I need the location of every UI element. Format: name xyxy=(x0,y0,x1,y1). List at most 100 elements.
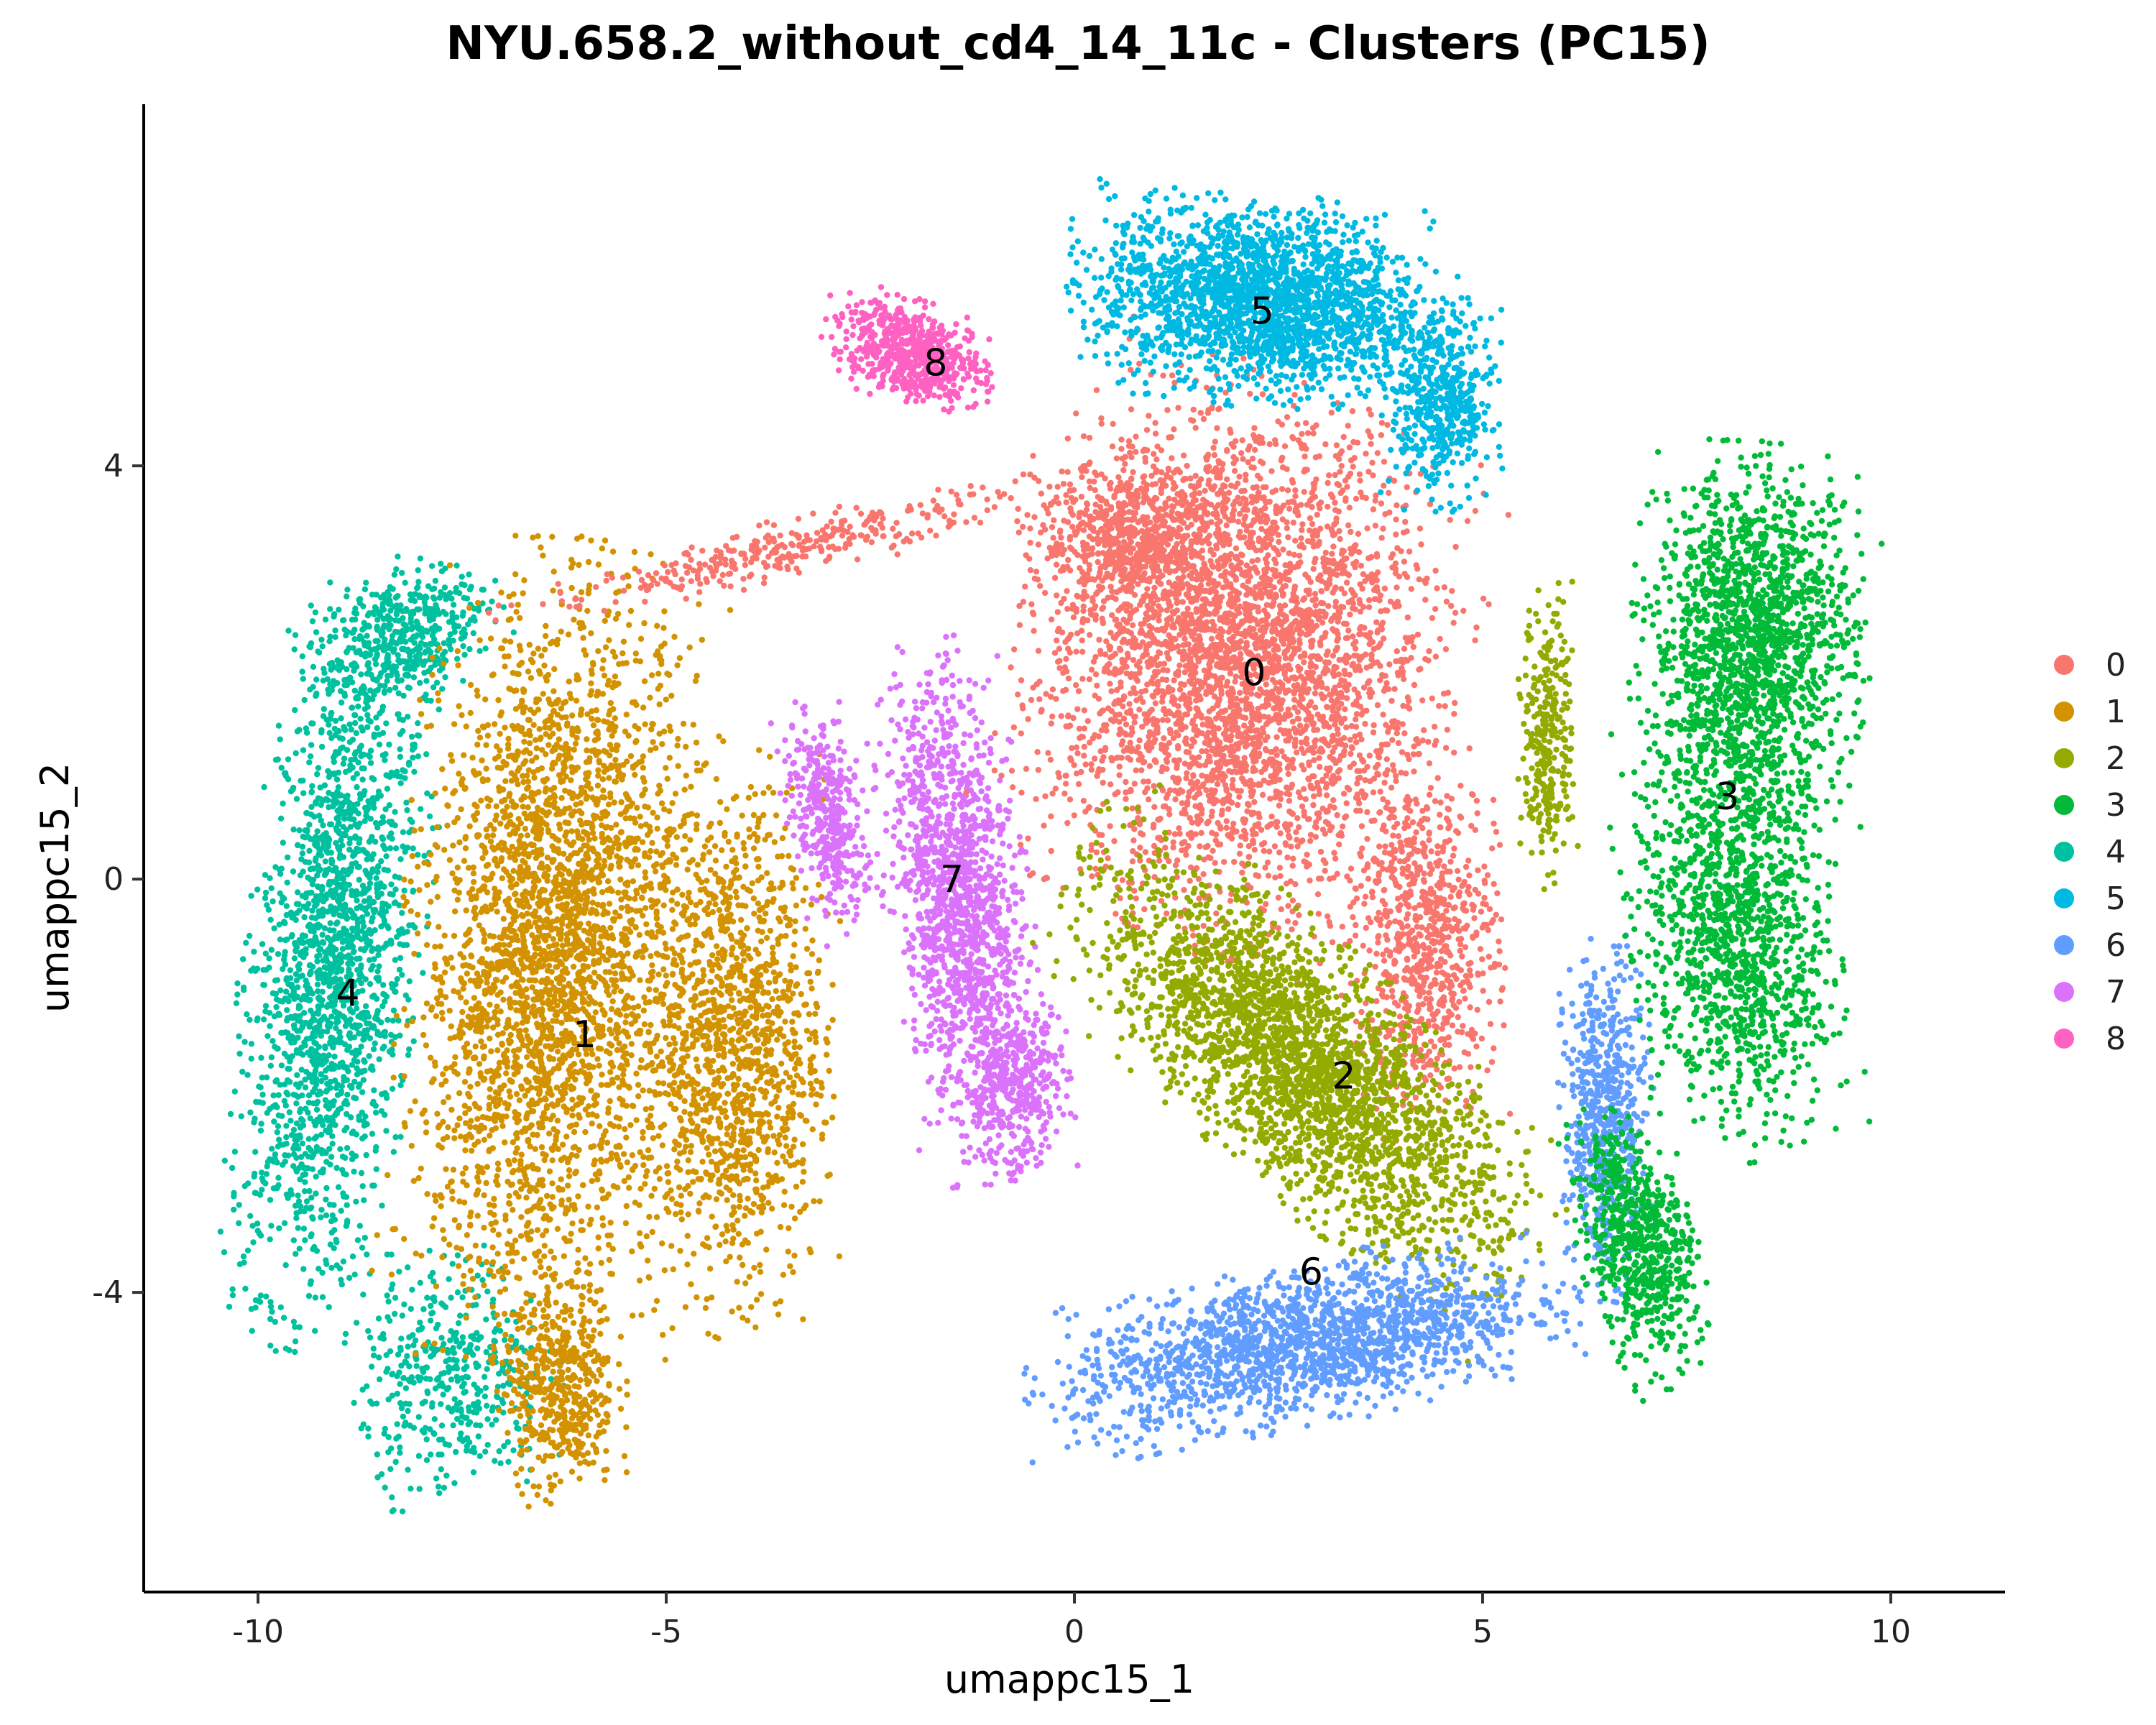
point xyxy=(407,816,413,823)
point xyxy=(364,697,371,704)
point xyxy=(307,987,313,994)
point xyxy=(339,832,346,840)
point xyxy=(510,1167,517,1174)
point xyxy=(401,1301,407,1308)
point xyxy=(399,569,405,576)
point xyxy=(403,799,410,806)
point xyxy=(538,653,545,659)
point xyxy=(292,707,298,714)
point xyxy=(322,858,328,865)
point xyxy=(407,1486,414,1492)
point xyxy=(419,1400,425,1407)
point xyxy=(720,738,727,745)
point xyxy=(694,760,701,767)
point xyxy=(446,1241,453,1248)
point xyxy=(459,612,466,619)
point xyxy=(229,1286,236,1292)
point xyxy=(461,626,467,632)
point xyxy=(374,863,382,870)
point xyxy=(336,1064,342,1070)
point xyxy=(338,1105,344,1112)
point xyxy=(414,732,421,739)
point xyxy=(272,1151,279,1158)
point xyxy=(484,1366,490,1373)
point xyxy=(627,607,635,615)
point xyxy=(494,1394,501,1401)
point xyxy=(282,1158,288,1165)
point xyxy=(607,1069,614,1075)
point xyxy=(268,1223,275,1229)
point xyxy=(575,1193,581,1200)
point xyxy=(308,720,315,727)
point xyxy=(675,735,681,742)
point xyxy=(589,1121,595,1127)
point xyxy=(533,1252,540,1259)
point xyxy=(491,721,498,727)
point xyxy=(267,1236,273,1243)
point xyxy=(293,1215,300,1222)
point xyxy=(687,837,694,843)
point xyxy=(317,784,323,791)
point xyxy=(513,1338,520,1345)
point xyxy=(465,865,472,871)
point xyxy=(321,980,328,986)
point xyxy=(461,752,467,758)
point xyxy=(432,790,438,797)
point xyxy=(469,1276,476,1282)
point xyxy=(494,908,500,915)
point xyxy=(487,1001,493,1008)
point xyxy=(390,985,396,991)
point xyxy=(358,724,364,731)
point xyxy=(415,753,422,760)
point xyxy=(296,1246,303,1252)
point xyxy=(448,1376,455,1383)
point xyxy=(277,936,284,943)
point xyxy=(671,633,678,640)
point xyxy=(491,1338,497,1344)
point xyxy=(391,900,397,906)
point xyxy=(405,1466,411,1473)
point xyxy=(349,736,356,743)
point xyxy=(545,905,551,912)
point xyxy=(590,661,596,668)
point xyxy=(584,736,590,742)
point xyxy=(543,1192,550,1200)
point xyxy=(441,932,448,939)
point xyxy=(716,733,722,740)
point xyxy=(358,1169,365,1177)
point xyxy=(372,927,378,934)
point xyxy=(319,643,326,650)
point xyxy=(641,778,648,785)
point xyxy=(546,1056,553,1062)
point xyxy=(507,1031,514,1039)
point xyxy=(471,1445,477,1451)
point xyxy=(421,669,428,676)
point xyxy=(484,1288,491,1295)
point xyxy=(512,891,519,897)
point xyxy=(497,820,504,827)
point xyxy=(347,1016,354,1023)
point xyxy=(489,1303,496,1310)
point xyxy=(446,1008,453,1014)
point xyxy=(407,908,414,914)
point xyxy=(607,1270,614,1277)
point xyxy=(267,1315,274,1322)
point xyxy=(314,981,321,988)
point xyxy=(341,914,348,920)
point xyxy=(515,1046,522,1053)
point xyxy=(344,1091,351,1098)
point xyxy=(544,873,550,879)
point xyxy=(531,774,538,781)
point xyxy=(513,1090,520,1098)
point xyxy=(376,963,382,970)
point xyxy=(474,1116,481,1123)
point xyxy=(297,1004,303,1011)
point xyxy=(571,1128,578,1136)
point xyxy=(415,852,421,858)
point xyxy=(494,1251,501,1257)
point xyxy=(449,1261,456,1267)
point xyxy=(481,845,488,851)
point xyxy=(459,574,465,580)
point xyxy=(586,1261,594,1267)
point xyxy=(290,1091,297,1098)
